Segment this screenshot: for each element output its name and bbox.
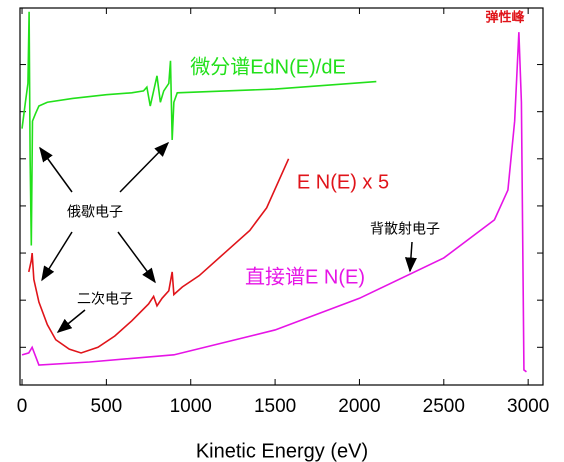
x-tick-label: 1000 bbox=[170, 396, 212, 417]
plot-frame bbox=[19, 7, 544, 386]
x-axis-label: Kinetic Energy (eV) bbox=[196, 440, 368, 462]
annotation: 二次电子 bbox=[77, 291, 133, 307]
x-tick-label: 2500 bbox=[423, 396, 465, 417]
series-line bbox=[21, 11, 377, 246]
arrow bbox=[41, 231, 73, 282]
series-label: 微分谱EdN(E)/dE bbox=[190, 55, 346, 78]
arrow bbox=[117, 231, 156, 284]
x-tick-label: 3000 bbox=[507, 396, 549, 417]
arrow bbox=[404, 241, 417, 273]
x-tick-label: 0 bbox=[17, 396, 28, 417]
arrow bbox=[56, 309, 86, 333]
arrow bbox=[39, 146, 73, 193]
x-tick-label: 1500 bbox=[254, 396, 296, 417]
arrows bbox=[39, 141, 417, 333]
x-tick-label: 2000 bbox=[338, 396, 380, 417]
arrow bbox=[119, 141, 170, 193]
annotation: 弹性峰 bbox=[485, 9, 525, 24]
series-line bbox=[27, 158, 290, 354]
series-label: E N(E) x 5 bbox=[297, 171, 389, 193]
x-tick-label: 500 bbox=[91, 396, 123, 417]
series-label: 直接谱E N(E) bbox=[245, 265, 365, 288]
annotation: 俄歇电子 bbox=[67, 204, 123, 220]
series-line bbox=[21, 32, 527, 373]
annotation: 背散射电子 bbox=[370, 221, 440, 237]
